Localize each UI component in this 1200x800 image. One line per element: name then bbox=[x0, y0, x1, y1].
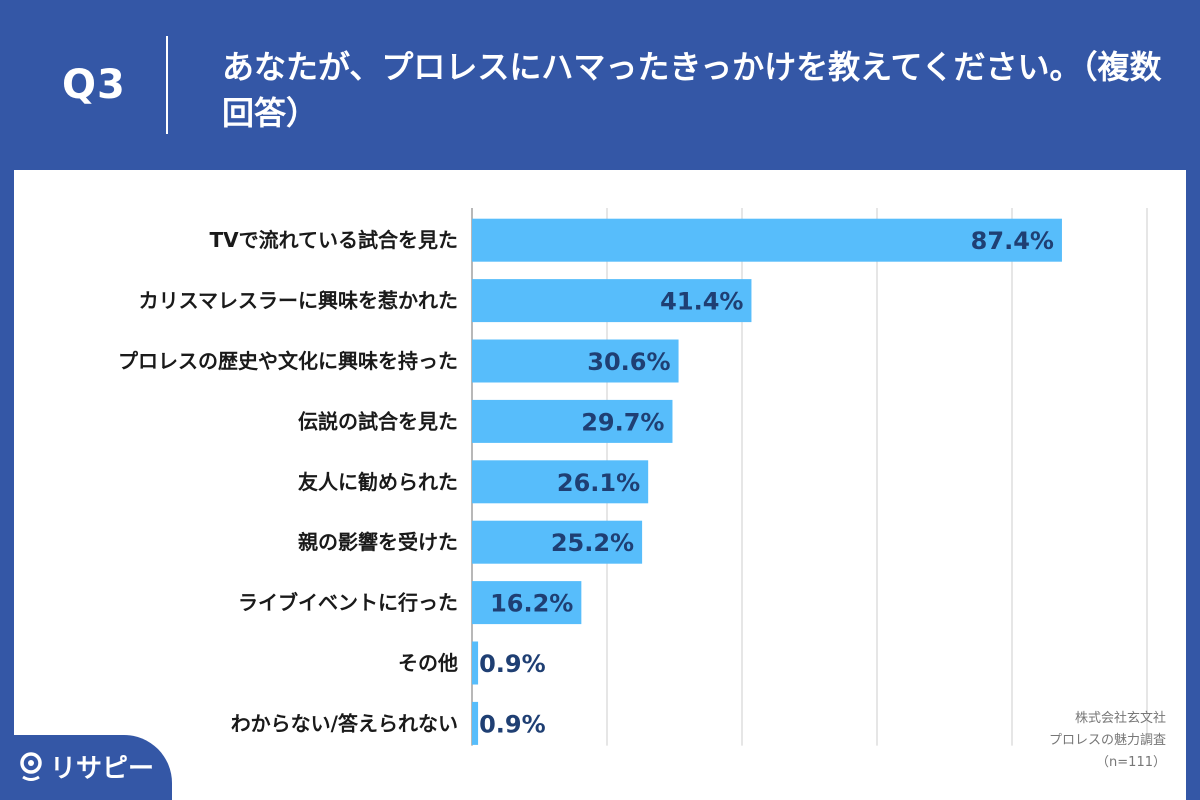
bar bbox=[472, 460, 649, 504]
category-label: ライブイベントに行った bbox=[238, 591, 458, 615]
category-label: その他 bbox=[398, 651, 458, 675]
logo-tab bbox=[0, 735, 172, 800]
header-divider bbox=[166, 36, 168, 134]
bar bbox=[472, 701, 479, 745]
question-title: あなたが、プロレスにハマったきっかけを教えてください。（複数回答） bbox=[222, 48, 1162, 132]
data-label: 30.6% bbox=[587, 348, 670, 376]
source-note: 株式会社玄文社 プロレスの魅力調査 （n=111） bbox=[1049, 708, 1166, 774]
pin-icon bbox=[20, 751, 42, 781]
data-label: 0.9% bbox=[479, 650, 546, 678]
category-label: 親の影響を受けた bbox=[298, 530, 458, 554]
source-survey: プロレスの魅力調査 bbox=[1048, 733, 1166, 748]
bar bbox=[472, 641, 479, 685]
bar-chart: TVで流れている試合を見た 87.4% カリスマレスラーに興味を惹かれた 41.4% プ… bbox=[118, 208, 1148, 746]
bar bbox=[472, 581, 582, 625]
header: Q3 あなたが、プロレスにハマったきっかけを教えてください。（複数回答） bbox=[0, 0, 1200, 170]
data-label: 87.4% bbox=[971, 227, 1054, 255]
bar bbox=[472, 279, 752, 323]
data-label: 25.2% bbox=[551, 529, 634, 557]
source-company: 株式会社玄文社 bbox=[1074, 711, 1166, 726]
question-number: Q3 bbox=[62, 62, 126, 108]
bar bbox=[472, 399, 673, 443]
data-label: 0.9% bbox=[479, 710, 546, 738]
data-label: 41.4% bbox=[660, 288, 743, 316]
data-label: 16.2% bbox=[490, 590, 573, 618]
source-sample: （n=111） bbox=[1096, 755, 1166, 770]
logo-text: リサピー bbox=[50, 754, 155, 784]
brand-logo: リサピー bbox=[18, 748, 154, 785]
bar bbox=[472, 520, 643, 564]
data-label: 29.7% bbox=[581, 408, 664, 436]
category-label: プロレスの歴史や文化に興味を持った bbox=[118, 349, 458, 373]
category-label: TVで流れている試合を見た bbox=[209, 228, 458, 252]
bar bbox=[472, 218, 1062, 262]
category-label: カリスマレスラーに興味を惹かれた bbox=[139, 289, 458, 313]
chart-panel: TVで流れている試合を見た 87.4% カリスマレスラーに興味を惹かれた 41.4% プ… bbox=[14, 170, 1186, 800]
category-label: 友人に勧められた bbox=[298, 470, 458, 494]
data-label: 26.1% bbox=[557, 469, 640, 497]
bar bbox=[472, 339, 679, 383]
category-label: 伝説の試合を見た bbox=[298, 409, 458, 433]
category-label: わからない/答えられない bbox=[231, 711, 458, 735]
